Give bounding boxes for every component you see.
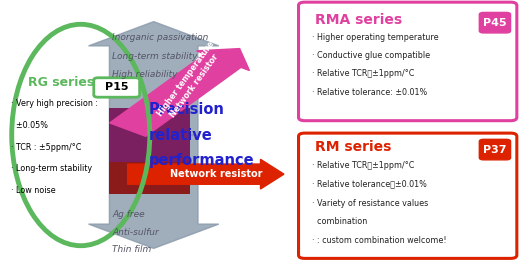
Text: P45: P45 <box>483 18 507 28</box>
FancyBboxPatch shape <box>479 12 511 33</box>
FancyArrow shape <box>128 159 284 189</box>
Text: · Relative TCR：±1ppm/°C: · Relative TCR：±1ppm/°C <box>312 69 414 79</box>
Text: Long-term stability: Long-term stability <box>112 52 197 61</box>
Text: Network resistor: Network resistor <box>170 169 263 179</box>
Text: RG series: RG series <box>28 76 94 89</box>
FancyBboxPatch shape <box>299 2 517 121</box>
Text: · Relative TCR：±1ppm/°C: · Relative TCR：±1ppm/°C <box>312 161 414 170</box>
Text: RMA series: RMA series <box>315 13 402 27</box>
Text: Higher temperature
Network resistor: Higher temperature Network resistor <box>155 40 225 125</box>
Text: · : custom combination welcome!: · : custom combination welcome! <box>312 236 446 245</box>
FancyBboxPatch shape <box>479 139 511 160</box>
Text: · Conductive glue compatible: · Conductive glue compatible <box>312 51 430 60</box>
Text: Thin film: Thin film <box>112 245 151 254</box>
Text: · Variety of resistance values: · Variety of resistance values <box>312 198 428 208</box>
Text: · Relative tolerance：±0.01%: · Relative tolerance：±0.01% <box>312 180 426 189</box>
Text: performance: performance <box>148 153 254 168</box>
Text: · Low noise: · Low noise <box>11 186 56 195</box>
Text: Anti-sulfur: Anti-sulfur <box>112 228 159 237</box>
Text: · Relative tolerance: ±0.01%: · Relative tolerance: ±0.01% <box>312 87 427 97</box>
Text: · Long-term stability: · Long-term stability <box>11 164 93 173</box>
Text: combination: combination <box>312 217 367 227</box>
Text: Inorganic passivation: Inorganic passivation <box>112 33 208 42</box>
FancyBboxPatch shape <box>109 108 190 167</box>
Text: · Very high precision :: · Very high precision : <box>11 99 98 109</box>
Text: P37: P37 <box>483 144 507 155</box>
Text: Precision: Precision <box>148 102 225 117</box>
Text: · TCR : ±5ppm/°C: · TCR : ±5ppm/°C <box>11 143 82 152</box>
FancyArrow shape <box>89 22 219 135</box>
FancyBboxPatch shape <box>299 133 517 258</box>
FancyArrow shape <box>109 49 250 136</box>
Text: · Higher operating temperature: · Higher operating temperature <box>312 33 438 42</box>
Text: ±0.05%: ±0.05% <box>11 121 48 130</box>
Text: relative: relative <box>148 127 212 143</box>
FancyBboxPatch shape <box>109 162 190 194</box>
Text: P15: P15 <box>105 82 129 93</box>
Text: Ag free: Ag free <box>112 210 145 219</box>
Text: High reliability: High reliability <box>112 70 178 79</box>
FancyArrow shape <box>89 135 219 248</box>
Text: RM series: RM series <box>315 140 392 154</box>
FancyBboxPatch shape <box>94 78 140 97</box>
